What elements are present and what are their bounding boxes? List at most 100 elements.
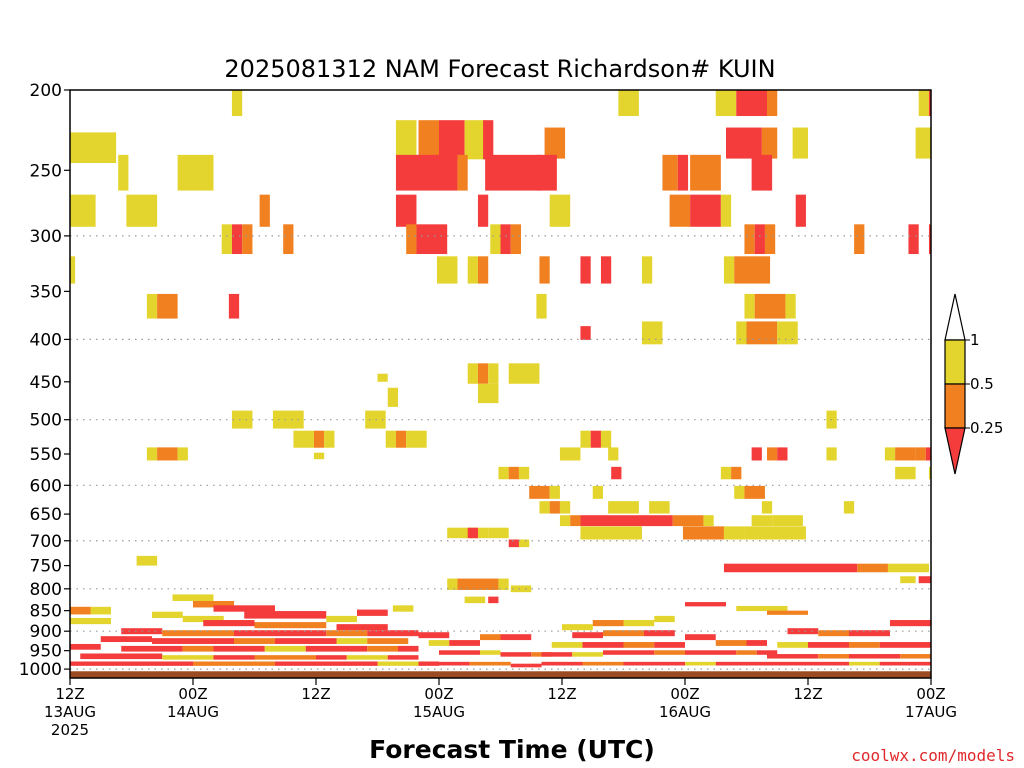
ri-cell [723, 526, 745, 540]
ri-cell [293, 430, 314, 448]
plot-frame [69, 89, 932, 679]
ri-cell [623, 620, 655, 627]
ri-cell [580, 326, 591, 340]
y-axis: 200 250 300 350 400 450 500 550 600 650 700 750 8008… [19, 81, 70, 680]
colorbar-label-0-5: 0.5 [970, 375, 994, 393]
ri-cell [385, 430, 396, 448]
ri-cell [536, 293, 547, 319]
ri-cell [477, 363, 489, 384]
ri-cell [477, 383, 499, 404]
ri-cell [234, 630, 327, 637]
ri-cell [608, 501, 639, 514]
y-tick-label: 850 [30, 602, 62, 622]
ri-cell [436, 256, 458, 284]
ri-cell [690, 154, 721, 191]
y-tick-label: 1000 [19, 660, 62, 680]
ri-cell [70, 606, 91, 615]
ri-cell [477, 194, 489, 227]
ground-layer [70, 671, 931, 678]
ri-cell [90, 606, 111, 615]
ri-cell [549, 485, 560, 499]
y-tick-label: 450 [30, 373, 62, 393]
ri-cell [529, 485, 550, 499]
ri-cell [777, 447, 788, 461]
ri-cell [726, 127, 762, 159]
ri-cell [365, 410, 386, 429]
ri-cell [849, 661, 880, 666]
ri-cell [649, 501, 670, 514]
y-tick-label: 750 [30, 557, 62, 577]
ri-cell [439, 650, 480, 655]
ri-cell [572, 632, 603, 639]
ri-cell [654, 615, 675, 623]
ri-cell [439, 661, 470, 666]
ri-cell [908, 224, 919, 255]
ri-cell [395, 120, 417, 160]
ri-cell [480, 650, 501, 655]
ri-cell [608, 447, 619, 461]
ri-cell [764, 224, 776, 255]
ri-cell [231, 410, 253, 429]
ri-cell [395, 154, 458, 191]
ri-cell [467, 256, 478, 284]
ri-cell [754, 293, 786, 319]
ri-cell [418, 661, 439, 666]
ri-cell [559, 515, 571, 527]
ri-cell [490, 224, 501, 255]
x-tick-label: 12Z [547, 685, 576, 703]
ri-cell [264, 645, 306, 652]
ri-cell [213, 655, 255, 660]
ri-cell [313, 452, 325, 460]
ri-cell [767, 654, 819, 659]
x-tick-label: 12Z [55, 685, 84, 703]
ri-cell [392, 605, 414, 612]
ri-cell [890, 620, 931, 627]
ri-cell [720, 194, 732, 227]
ri-cell [70, 643, 101, 650]
ri-cell [685, 650, 737, 655]
ri-cell [785, 293, 796, 319]
ri-cell [70, 617, 111, 625]
colorbar-orange-band [944, 383, 966, 429]
ri-cell [539, 256, 550, 284]
ri-cell [928, 224, 931, 255]
ri-cell [734, 485, 745, 499]
ri-cell [467, 527, 478, 539]
ri-cell [580, 430, 591, 448]
ri-cell [879, 642, 931, 648]
y-tick-label: 950 [30, 642, 62, 662]
ri-cell [146, 447, 158, 461]
ri-cell [715, 640, 747, 646]
ri-cell [406, 224, 417, 255]
ri-cell [787, 628, 819, 635]
ri-cell [121, 645, 183, 652]
ri-cell [767, 90, 778, 117]
ri-cell [746, 321, 778, 345]
ri-cell [720, 466, 732, 480]
ri-cell [136, 555, 158, 566]
ri-cell [70, 661, 193, 666]
ground-band [70, 671, 931, 678]
colorbar-label-1: 1 [970, 331, 980, 349]
ri-cell [559, 501, 571, 514]
ri-cell [570, 515, 581, 527]
ri-cell [254, 622, 327, 629]
ri-cell [126, 194, 158, 227]
y-tick-label: 550 [30, 445, 62, 465]
ri-cell [182, 615, 224, 623]
x-tick-label: 12Z [793, 685, 822, 703]
ri-cell [849, 642, 880, 648]
ri-cell [582, 661, 624, 666]
ri-cell [457, 578, 499, 590]
ri-cell [508, 539, 519, 548]
ri-cell [677, 154, 689, 191]
ri-cell [395, 430, 407, 448]
ri-cell [818, 630, 849, 637]
ri-cell [541, 661, 583, 666]
colorbar-bottom-arrow [944, 427, 966, 475]
ri-cell [231, 224, 243, 255]
ri-cell [177, 447, 188, 461]
x-axis-label: Forecast Time (UTC) [369, 735, 655, 764]
ri-cell [70, 256, 76, 284]
ri-cell [690, 194, 721, 227]
